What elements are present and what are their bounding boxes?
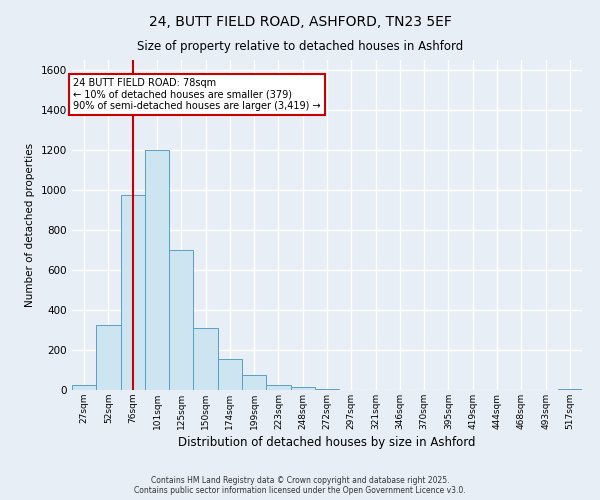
Bar bbox=[193, 328, 218, 390]
Text: Size of property relative to detached houses in Ashford: Size of property relative to detached ho… bbox=[137, 40, 463, 53]
Bar bbox=[96, 325, 121, 390]
X-axis label: Distribution of detached houses by size in Ashford: Distribution of detached houses by size … bbox=[178, 436, 476, 449]
Bar bbox=[242, 375, 266, 390]
Bar bbox=[558, 389, 582, 390]
Bar bbox=[121, 195, 145, 390]
Text: Contains HM Land Registry data © Crown copyright and database right 2025.
Contai: Contains HM Land Registry data © Crown c… bbox=[134, 476, 466, 495]
Bar bbox=[145, 150, 169, 390]
Bar bbox=[290, 387, 315, 390]
Bar bbox=[169, 250, 193, 390]
Bar bbox=[72, 385, 96, 390]
Text: 24 BUTT FIELD ROAD: 78sqm
← 10% of detached houses are smaller (379)
90% of semi: 24 BUTT FIELD ROAD: 78sqm ← 10% of detac… bbox=[73, 78, 321, 111]
Bar bbox=[266, 385, 290, 390]
Y-axis label: Number of detached properties: Number of detached properties bbox=[25, 143, 35, 307]
Text: 24, BUTT FIELD ROAD, ASHFORD, TN23 5EF: 24, BUTT FIELD ROAD, ASHFORD, TN23 5EF bbox=[149, 15, 451, 29]
Bar bbox=[315, 389, 339, 390]
Bar bbox=[218, 359, 242, 390]
